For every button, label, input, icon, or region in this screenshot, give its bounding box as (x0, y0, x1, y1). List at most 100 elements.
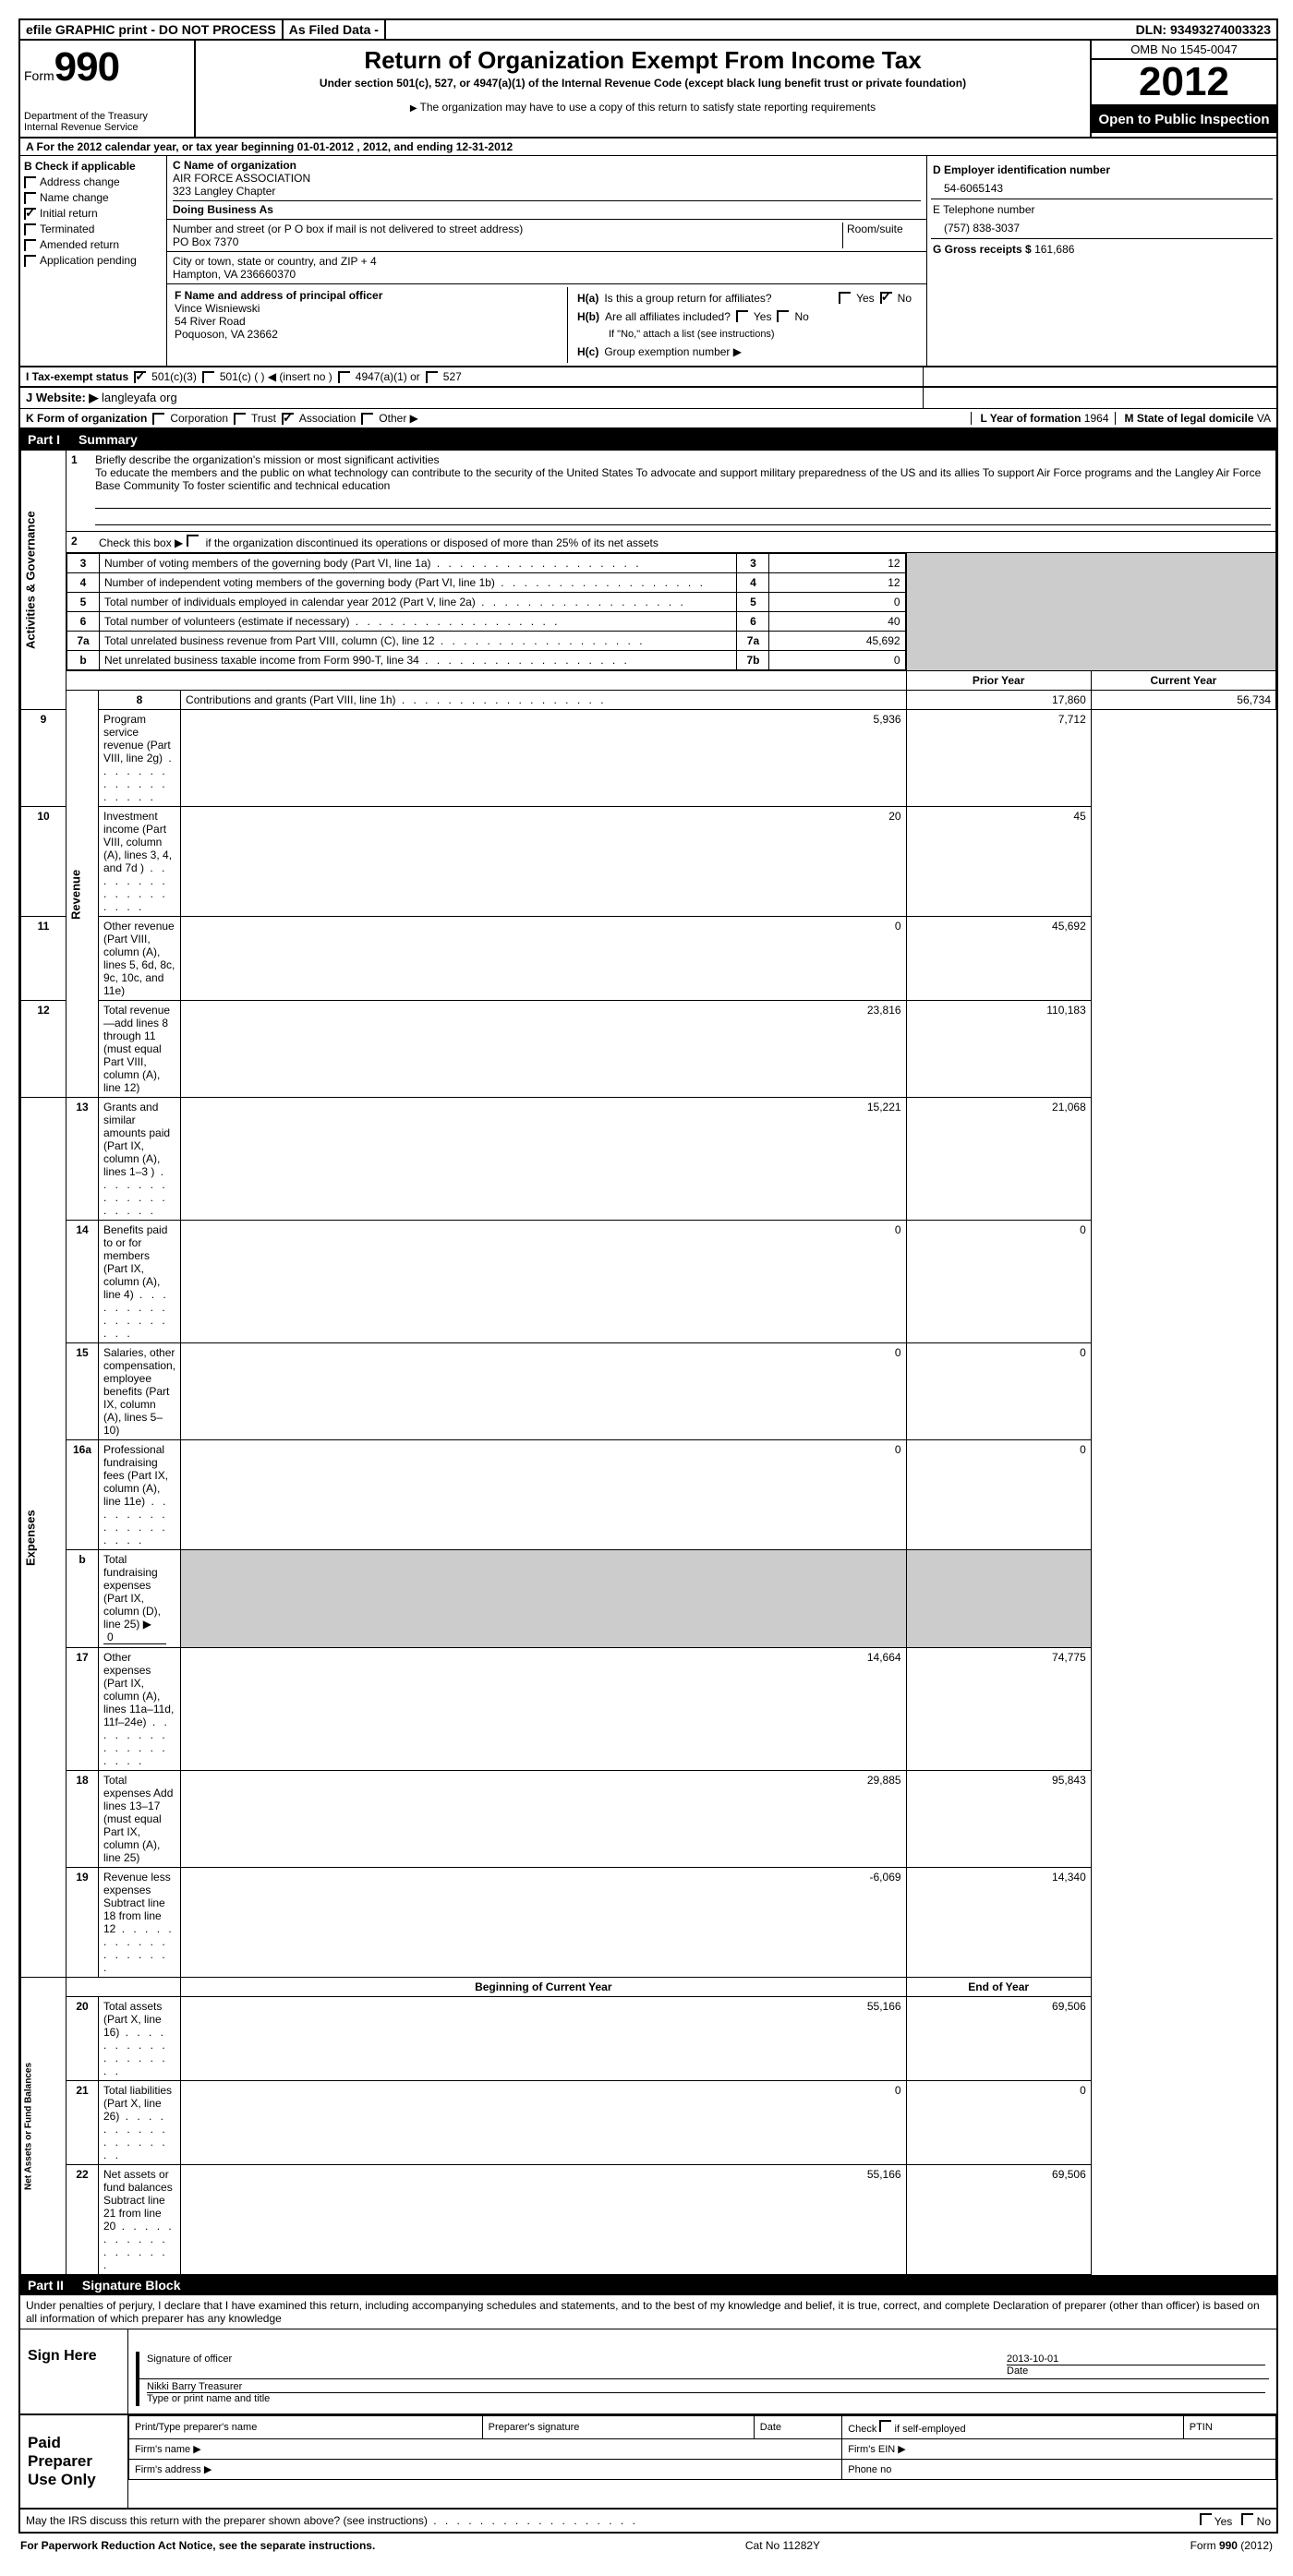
hb-note: If "No," attach a list (see instructions… (574, 326, 915, 343)
col-b-checkboxes: B Check if applicable Address change Nam… (20, 156, 167, 366)
dba-label: Doing Business As (173, 200, 921, 216)
header-right: OMB No 1545-0047 2012 Open to Public Ins… (1092, 41, 1276, 137)
footer-left: For Paperwork Reduction Act Notice, see … (20, 2539, 375, 2552)
header-left: Form990 Department of the Treasury Inter… (20, 41, 196, 137)
side-revenue: Revenue (66, 691, 99, 1098)
chk-self-employed[interactable]: Check if self-employed (842, 2416, 1184, 2439)
ha-yes-chk[interactable] (839, 292, 851, 304)
chk-discontinued[interactable] (187, 535, 199, 547)
irs-label: Internal Revenue Service (24, 122, 190, 133)
dept-treasury: Department of the Treasury (24, 111, 190, 122)
tax-year: 2012 (1092, 60, 1276, 106)
paid-preparer-label: Paid Preparer Use Only (20, 2415, 128, 2508)
mission-text: To educate the members and the public on… (95, 466, 1261, 492)
sign-here-label: Sign Here (20, 2329, 128, 2413)
d-label: D Employer identification number (933, 163, 1271, 176)
top-bar: efile GRAPHIC print - DO NOT PROCESS As … (20, 20, 1276, 41)
f-h-row: F Name and address of principal officer … (167, 284, 926, 366)
i-label: I Tax-exempt status (26, 370, 128, 383)
chk-527[interactable] (426, 371, 438, 383)
form-number: Form990 (24, 44, 190, 90)
sig-officer-label: Signature of officer (136, 2352, 1003, 2378)
section-bcd: B Check if applicable Address change Nam… (20, 156, 1276, 367)
org-street: PO Box 7370 (173, 235, 839, 248)
officer-city: Poquoson, VA 23662 (175, 328, 565, 341)
footer-center: Cat No 11282Y (745, 2539, 820, 2552)
form-title: Return of Organization Exempt From Incom… (203, 46, 1082, 75)
firm-address: Firm's address ▶ (129, 2460, 842, 2480)
chk-terminated[interactable]: Terminated (24, 223, 163, 235)
footer-right: Form 990 (2012) (1190, 2539, 1273, 2552)
ein: 54-6065143 (933, 176, 1271, 195)
hb-no-chk[interactable] (777, 310, 789, 322)
chk-address-change[interactable]: Address change (24, 175, 163, 188)
paid-preparer-section: Paid Preparer Use Only Print/Type prepar… (20, 2415, 1276, 2510)
discuss-yes-chk[interactable] (1200, 2513, 1212, 2525)
current-year-header: Current Year (1091, 671, 1275, 691)
chk-initial-return[interactable]: Initial return (24, 207, 163, 220)
org-name2: 323 Langley Chapter (173, 185, 921, 198)
form-note: The organization may have to use a copy … (203, 101, 1082, 114)
org-name: AIR FORCE ASSOCIATION (173, 172, 921, 185)
gross-receipts: 161,686 (1034, 243, 1074, 256)
chk-amended[interactable]: Amended return (24, 238, 163, 251)
e-label: E Telephone number (933, 203, 1271, 216)
state-domicile: VA (1257, 412, 1271, 425)
chk-app-pending[interactable]: Application pending (24, 254, 163, 267)
officer-name-title: Nikki Barry Treasurer (147, 2381, 1265, 2393)
col-d-info: D Employer identification number 54-6065… (927, 156, 1276, 366)
mission-label: Briefly describe the organization's miss… (95, 453, 439, 466)
street-box: Number and street (or P O box if mail is… (167, 220, 926, 252)
row-a-tax-year: A For the 2012 calendar year, or tax yea… (20, 138, 1276, 156)
header-center: Return of Organization Exempt From Incom… (196, 41, 1092, 137)
discuss-row: May the IRS discuss this return with the… (20, 2510, 1276, 2532)
asfiled-label: As Filed Data - (284, 20, 386, 39)
row-k: K Form of organization Corporation Trust… (20, 409, 1276, 429)
efile-notice: efile GRAPHIC print - DO NOT PROCESS (20, 20, 284, 39)
end-year-header: End of Year (906, 1978, 1091, 1997)
firm-phone: Phone no (842, 2460, 1276, 2480)
open-inspection: Open to Public Inspection (1092, 106, 1276, 133)
website: langleyafa org (102, 391, 177, 404)
chk-name-change[interactable]: Name change (24, 191, 163, 204)
side-balances: Net Assets or Fund Balances (21, 1978, 66, 2275)
chk-4947[interactable] (338, 371, 350, 383)
phone: (757) 838-3037 (933, 216, 1271, 235)
j-label: J Website: ▶ (26, 391, 98, 404)
b-label: B Check if applicable (24, 160, 163, 173)
dln: DLN: 93493274003323 (1130, 20, 1276, 39)
chk-501c3[interactable] (134, 371, 146, 383)
paid-preparer-table: Print/Type preparer's name Preparer's si… (128, 2415, 1276, 2480)
room-label: Room/suite (843, 223, 921, 248)
hc-row: H(c) Group exemption number ▶ (574, 343, 915, 361)
chk-corp[interactable] (152, 413, 164, 425)
chk-other[interactable] (361, 413, 373, 425)
chk-501c[interactable] (202, 371, 214, 383)
side-expenses: Expenses (21, 1098, 66, 1978)
city-box: City or town, state or country, and ZIP … (167, 252, 926, 284)
g-label: G Gross receipts $ (933, 243, 1032, 256)
signature-section: Sign Here Signature of officer 2013-10-0… (20, 2329, 1276, 2415)
h-section: H(a) Is this a group return for affiliat… (568, 287, 921, 363)
ha-no-chk[interactable] (880, 292, 892, 304)
chk-trust[interactable] (234, 413, 246, 425)
side-governance: Activities & Governance (21, 451, 66, 710)
footer: For Paperwork Reduction Act Notice, see … (18, 2534, 1275, 2558)
org-city: Hampton, VA 236660370 (173, 268, 921, 281)
year-formation: 1964 (1084, 412, 1109, 425)
chk-assoc[interactable] (282, 413, 294, 425)
part2-header: Part II Signature Block (20, 2275, 1276, 2295)
f-label: F Name and address of principal officer (175, 289, 565, 302)
prior-year-header: Prior Year (906, 671, 1091, 691)
hb-yes-chk[interactable] (736, 310, 748, 322)
part1-header: Part I Summary (20, 429, 1276, 450)
officer-street: 54 River Road (175, 315, 565, 328)
col-c-org-info: C Name of organization AIR FORCE ASSOCIA… (167, 156, 927, 366)
org-name-box: C Name of organization AIR FORCE ASSOCIA… (167, 156, 926, 220)
line-16b: Total fundraising expenses (Part IX, col… (99, 1550, 181, 1648)
omb-number: OMB No 1545-0047 (1092, 41, 1276, 60)
firm-ein: Firm's EIN ▶ (842, 2439, 1276, 2460)
declaration: Under penalties of perjury, I declare th… (20, 2295, 1276, 2329)
governance-lines: 3Number of voting members of the governi… (66, 553, 906, 670)
discuss-no-chk[interactable] (1241, 2513, 1253, 2525)
